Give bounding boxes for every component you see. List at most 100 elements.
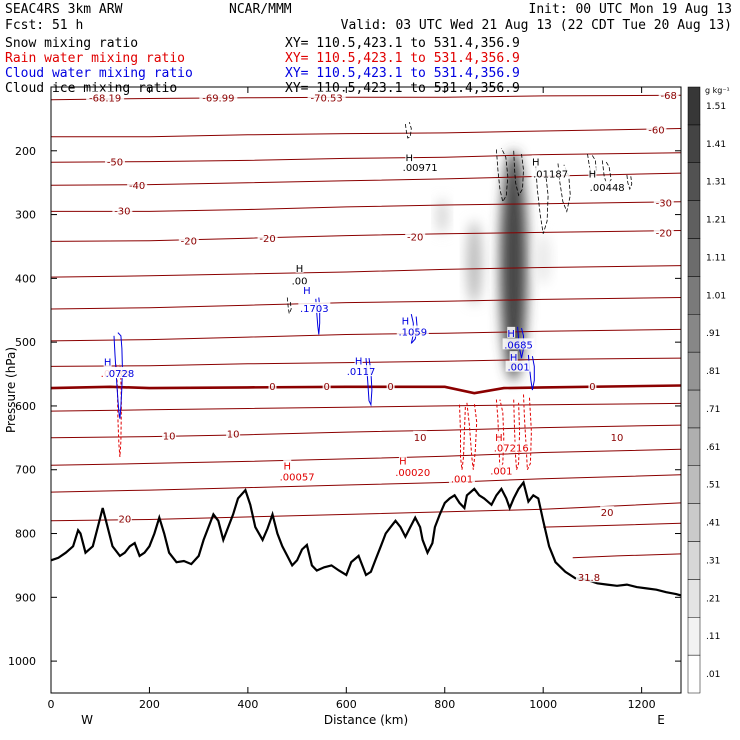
contour-label-bg-2 — [307, 91, 346, 103]
contour-label-bg-10 — [646, 123, 667, 135]
contour-label-7: -20 — [259, 234, 275, 245]
colorbar-swatch-2 — [687, 579, 701, 618]
contour-label-51: .001 — [451, 474, 473, 485]
contour-label-bg-38 — [507, 326, 516, 338]
contour-label-2: -70.53 — [311, 93, 343, 104]
contour-label-0: -68.19 — [89, 93, 121, 104]
contour-label-14: 0 — [323, 382, 329, 393]
colorbar-label-13: 1.31 — [706, 178, 726, 188]
contour-label-bg-23 — [575, 571, 602, 583]
contour-label-41: .001 — [507, 363, 529, 374]
colorbar-label-15: 1.51 — [706, 102, 726, 112]
temperature-contour-4 — [51, 201, 681, 212]
contour-label-9: -30 — [656, 199, 672, 210]
snow-contour-1 — [496, 148, 509, 203]
contour-label-bg-52 — [488, 464, 515, 476]
y-tick-label-1: 300 — [15, 209, 36, 222]
colorbar-label-5: .51 — [706, 481, 720, 491]
contour-label-bg-6 — [178, 234, 199, 246]
contour-label-bg-27 — [531, 167, 570, 179]
contour-label-bg-20 — [610, 430, 625, 442]
y-axis-label: Pressure (hPa) — [4, 347, 18, 433]
contour-label-bg-31 — [289, 274, 310, 286]
colorbar-swatch-1 — [687, 617, 701, 656]
contour-label-bg-13 — [268, 379, 277, 391]
contour-label-bg-17 — [162, 429, 177, 441]
snow-contour-8 — [286, 297, 292, 315]
header-valid: Valid: 03 UTC Wed 21 Aug 13 (22 CDT Tue … — [341, 18, 732, 33]
colorbar-label-3: .31 — [706, 556, 720, 566]
contour-label-bg-24 — [405, 151, 414, 163]
contour-label-bg-33 — [298, 301, 331, 313]
temperature-contour-6 — [51, 265, 681, 278]
contour-label-bg-0 — [86, 91, 125, 103]
contour-label-22: 20 — [601, 508, 614, 519]
contour-label-bg-11 — [658, 88, 679, 100]
colorbar-swatch-15 — [687, 86, 701, 126]
contour-label-bg-42 — [103, 355, 112, 367]
temperature-contour-12 — [51, 424, 681, 439]
colorbar-label-6: .61 — [706, 443, 720, 453]
contour-label-bg-1 — [199, 91, 238, 103]
terrain-profile — [51, 480, 681, 597]
contour-label-bg-16 — [588, 379, 597, 391]
snow-contour-0 — [405, 121, 412, 139]
contour-label-42: H — [104, 358, 112, 369]
contour-label-15: 0 — [387, 382, 393, 393]
temperature-contour-7 — [51, 297, 681, 310]
contour-label-17: 10 — [163, 432, 176, 443]
field-rain-name: Rain water mixing ratio — [5, 51, 185, 66]
colorbar-label-7: .71 — [706, 405, 720, 415]
colorbar-swatch-0 — [687, 654, 701, 694]
rain-contour-4 — [513, 399, 521, 470]
colorbar-swatch-3 — [687, 541, 701, 580]
contour-label-5: -30 — [114, 206, 130, 217]
snow-contour-7 — [626, 174, 633, 191]
contour-label-23: 31.8 — [578, 573, 600, 584]
contour-label-bg-21 — [117, 512, 132, 524]
shading-plume-2 — [436, 198, 448, 234]
colorbar-label-2: .21 — [706, 594, 720, 604]
contour-label-bg-12 — [405, 230, 426, 242]
x-tick-label-2: 400 — [237, 698, 258, 711]
colorbar: .01 .11 .21 .31 .41 .51 .61 .71 .81 .91 1.01 1.11 1.… — [687, 86, 726, 694]
colorbar-label-1: .11 — [706, 632, 720, 642]
contour-label-36: H — [355, 356, 363, 367]
contour-label-bg-4 — [127, 178, 148, 190]
cloud-water-contours — [113, 297, 535, 419]
shading-plume-0 — [500, 150, 528, 381]
contour-label-52: .001 — [490, 467, 512, 478]
colorbar-label-0: .01 — [706, 670, 720, 680]
contour-label-8: -20 — [656, 229, 672, 240]
colorbar-swatch-14 — [687, 124, 701, 163]
contour-label-bg-7 — [257, 231, 278, 243]
x-tick-label-5: 1000 — [529, 698, 557, 711]
contour-label-bg-41 — [505, 360, 532, 372]
colorbar-swatch-9 — [687, 314, 701, 353]
contour-label-29: .00448 — [590, 183, 625, 194]
rain-contour-1 — [459, 404, 466, 470]
contour-label-bg-26 — [531, 155, 540, 167]
cloud-water-contour-3 — [365, 358, 373, 407]
contour-label-45: H — [283, 462, 291, 473]
colorbar-label-9: .91 — [706, 329, 720, 339]
contour-label-bg-45 — [283, 459, 292, 471]
contour-label-44: .0728 — [106, 369, 135, 380]
x-tick-label-3: 600 — [336, 698, 357, 711]
temperature-contour-13 — [51, 448, 681, 466]
contour-label-27: .01187 — [533, 169, 568, 180]
header-forecast: Fcst: 51 h — [5, 18, 83, 33]
contour-label-21: 20 — [118, 514, 131, 525]
mixing-ratio-shading — [436, 150, 551, 381]
x-tick-label-1: 200 — [139, 698, 160, 711]
contour-label-bg-47 — [398, 454, 407, 466]
contour-label-bg-30 — [295, 261, 304, 273]
colorbar-swatch-11 — [687, 238, 701, 277]
contour-label-bg-35 — [396, 325, 429, 337]
contour-label-bg-28 — [588, 167, 597, 179]
contour-label-26: H — [532, 157, 540, 168]
shading-plume-3 — [535, 233, 551, 285]
contour-label-4: -40 — [129, 181, 145, 192]
contour-label-bg-39 — [502, 338, 535, 350]
